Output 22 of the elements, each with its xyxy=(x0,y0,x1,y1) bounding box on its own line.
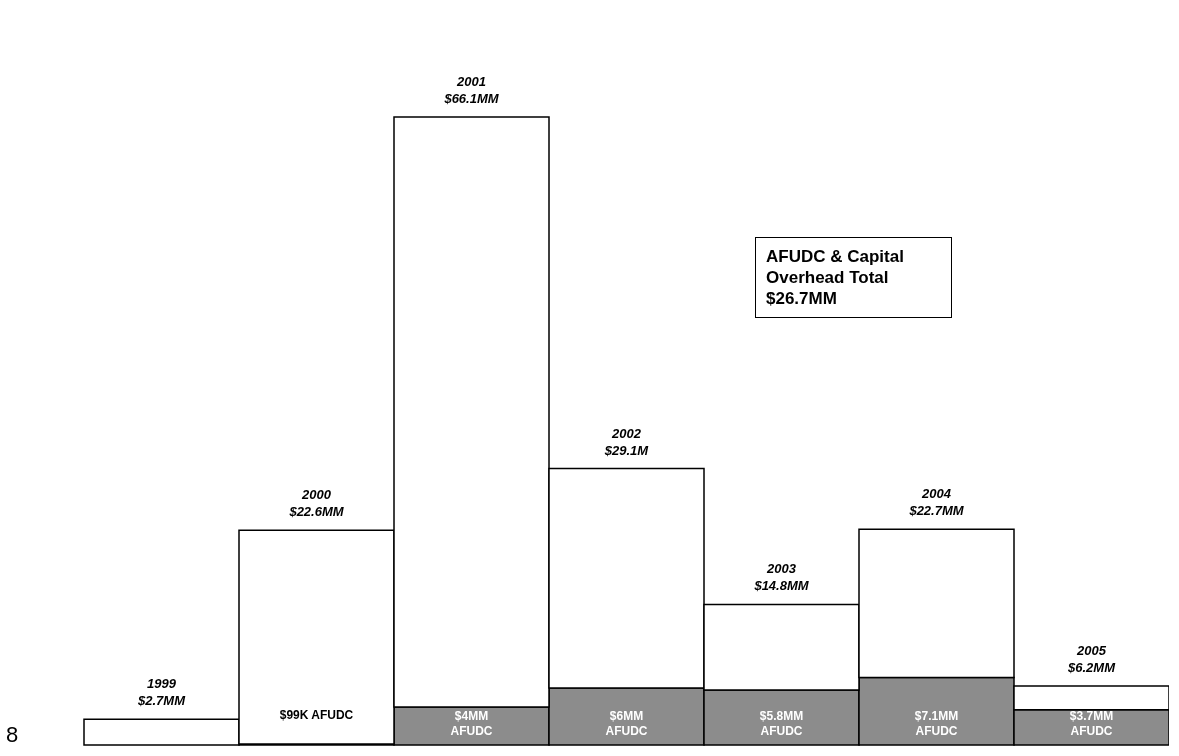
x-tick-label: 2004 xyxy=(921,486,952,502)
x-tick-label: 2002 xyxy=(611,425,642,441)
data-label: $7.1MM AFUDC xyxy=(914,709,959,738)
annotation: $99K AFUDC xyxy=(279,708,354,723)
total-label: $66.1MM xyxy=(443,91,500,107)
data-label: $3.7MM AFUDC xyxy=(1069,709,1114,738)
total-label: $2.7MM xyxy=(137,693,187,709)
x-tick-label: 2000 xyxy=(301,487,332,503)
x-tick-label: 1999 xyxy=(147,676,177,692)
text: 8 xyxy=(6,722,19,748)
data-label: $5.8MM AFUDC xyxy=(759,709,804,738)
text-box: AFUDC & Capital Overhead Total $26.7MM xyxy=(755,237,952,318)
x-tick-label: 2001 xyxy=(456,74,486,90)
total-label: $29.1M xyxy=(603,442,650,458)
total-label: $22.7MM xyxy=(908,503,965,519)
total-label: $14.8MM xyxy=(753,578,810,594)
data-label: $6MM AFUDC xyxy=(605,709,648,738)
x-tick-label: 2003 xyxy=(766,561,797,577)
total-label: $22.6MM xyxy=(288,504,345,520)
data-label: $4MM AFUDC xyxy=(450,709,493,738)
x-tick-label: 2005 xyxy=(1076,643,1107,659)
total-label: $6.2MM xyxy=(1067,660,1117,676)
